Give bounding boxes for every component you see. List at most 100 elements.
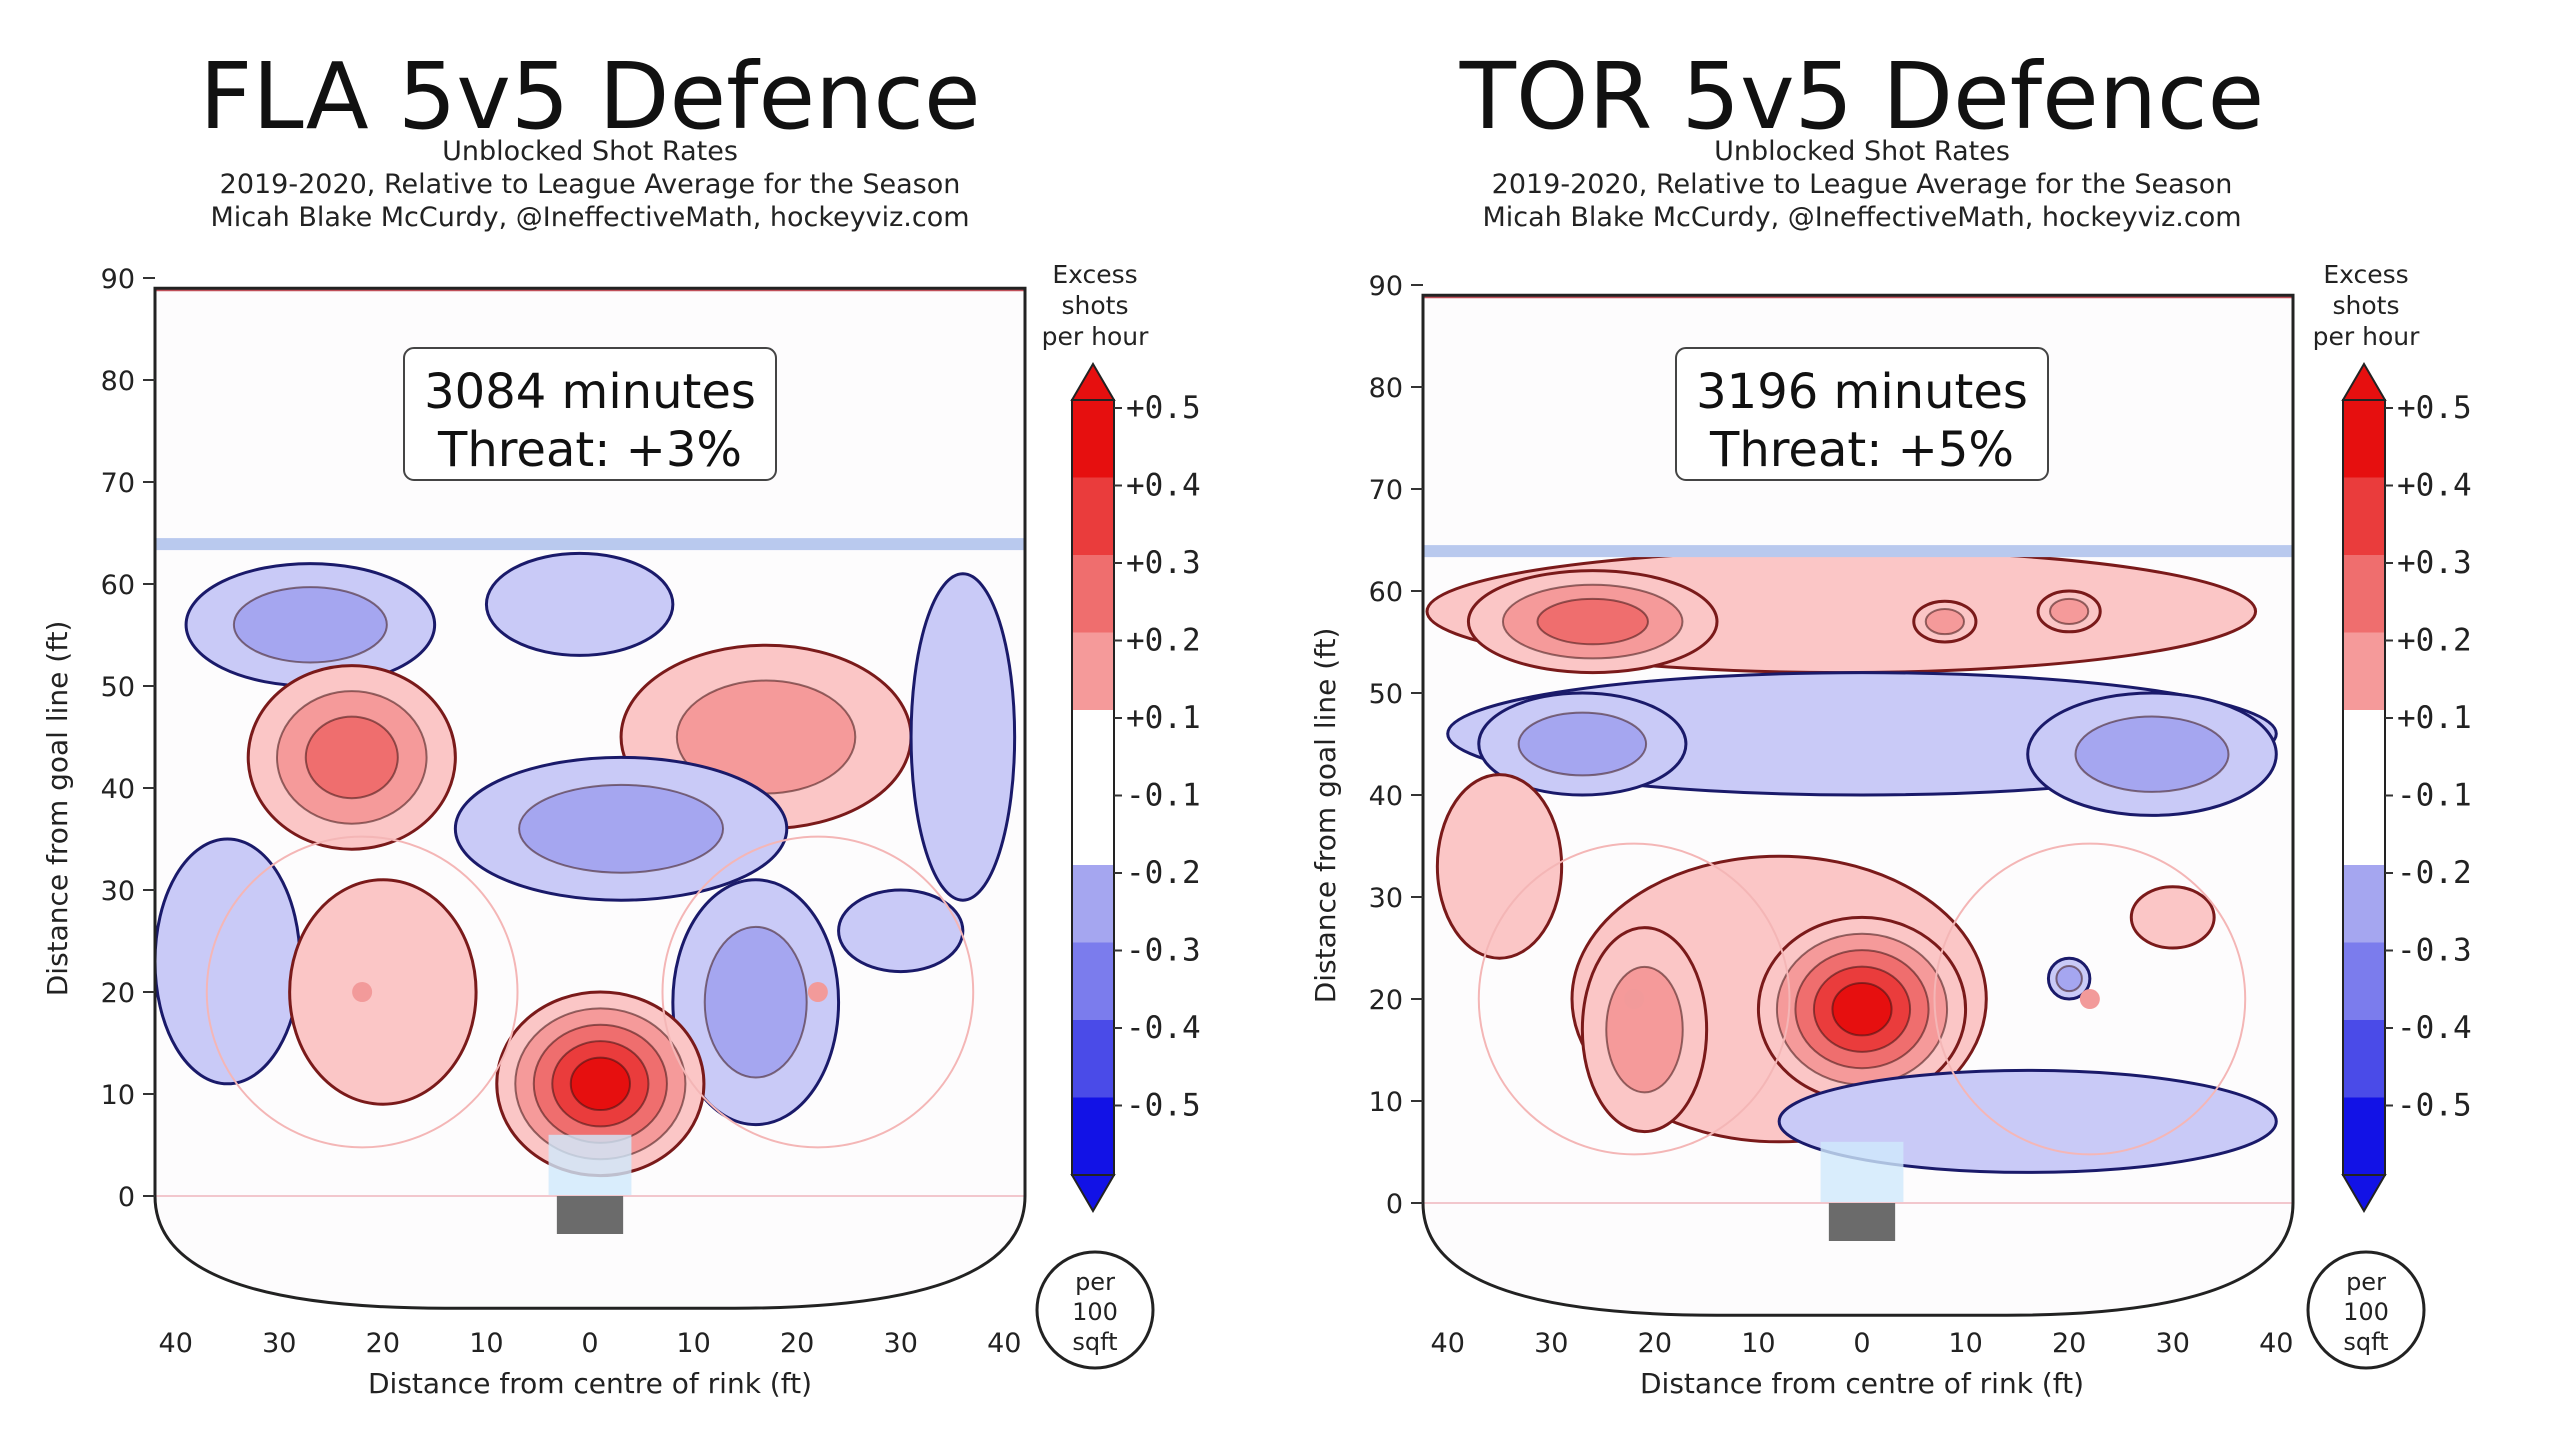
heat-contour [837, 888, 965, 974]
colorbar-segment [1072, 555, 1114, 633]
y-axis-label: Distance from goal line (ft) [41, 621, 74, 997]
colorbar-tick-label: -0.5 [2397, 1088, 2472, 1124]
colorbar-frame [1071, 399, 1115, 1176]
colorbar-tick-label: -0.5 [1126, 1088, 1201, 1124]
x-tick-label: 20 [2052, 1328, 2086, 1359]
x-tick-label: 20 [1638, 1328, 1672, 1359]
x-tick-label: 0 [581, 1328, 598, 1359]
x-tick-label: 10 [1741, 1328, 1775, 1359]
annotation-threat: Threat: +3% [437, 422, 742, 478]
x-tick-label: 30 [884, 1328, 918, 1359]
x-tick-label: 10 [1948, 1328, 1982, 1359]
faceoff-dot [807, 982, 828, 1002]
faceoff-circle [1933, 842, 2247, 1156]
colorbar-segment [1072, 710, 1114, 788]
colorbar-segment [1072, 400, 1114, 478]
heat-contour [1605, 965, 1684, 1094]
unit-label-line: 100 [2343, 1298, 2389, 1326]
y-tick-label: 0 [1386, 1189, 1403, 1220]
heat-contour [518, 783, 725, 874]
heat-contour [1517, 711, 1648, 777]
colorbar-extend-bottom [2341, 1174, 2387, 1213]
colorbar-frame [2342, 399, 2386, 1176]
goal-net [556, 1196, 624, 1234]
unit-circle [2306, 1250, 2426, 1370]
x-tick-label: 40 [159, 1328, 193, 1359]
colorbar-segment [2343, 555, 2385, 633]
colorbar-tick-label: +0.2 [1126, 623, 1201, 659]
colorbar-tick-label: +0.4 [1126, 468, 1201, 504]
y-tick-label: 60 [1369, 577, 1403, 608]
colorbar-segment [2343, 710, 2385, 788]
goal-net [1828, 1203, 1896, 1241]
y-tick-label: 70 [101, 468, 135, 499]
chart-subtitle-line: 2019-2020, Relative to League Average fo… [1492, 169, 2233, 200]
heat-contour [2129, 885, 2216, 950]
annotation-box [403, 347, 777, 481]
y-tick-label: 40 [101, 774, 135, 805]
y-tick-label: 90 [101, 264, 135, 295]
y-tick-label: 40 [1369, 781, 1403, 812]
heat-contour [569, 1056, 631, 1112]
y-tick-label: 60 [101, 570, 135, 601]
faceoff-circle [205, 835, 519, 1149]
colorbar-tick-label: -0.4 [2397, 1010, 2472, 1046]
colorbar-label-line: Excess [1052, 260, 1137, 289]
rink-boards [153, 286, 1027, 1310]
unit-circle [1035, 1250, 1155, 1370]
colorbar-segment [1072, 942, 1114, 1021]
faceoff-circle [661, 835, 975, 1149]
colorbar-segment [1072, 477, 1114, 556]
colorbar-tick-label: -0.4 [1126, 1010, 1201, 1046]
y-tick-label: 70 [1369, 475, 1403, 506]
x-tick-label: 40 [987, 1328, 1021, 1359]
chart-subtitle-line: 2019-2020, Relative to League Average fo… [220, 169, 961, 200]
colorbar-tick-label: +0.3 [2397, 545, 2472, 581]
heat-contour [1435, 773, 1564, 960]
x-tick-label: 40 [2259, 1328, 2293, 1359]
colorbar-extend-bottom [1070, 1174, 1116, 1213]
colorbar-tick-label: -0.2 [2397, 855, 2472, 891]
heat-contour [304, 715, 399, 800]
colorbar-tick-label: -0.3 [2397, 933, 2472, 969]
colorbar-segment [2343, 477, 2385, 556]
heat-contour [155, 837, 302, 1086]
goal-crease [1820, 1141, 1904, 1203]
chart-subtitle-line: Unblocked Shot Rates [442, 136, 738, 167]
colorbar-tick-label: +0.4 [2397, 468, 2472, 504]
colorbar-tick-label: +0.2 [2397, 623, 2472, 659]
colorbar-label-line: Excess [2323, 260, 2408, 289]
colorbar-extend-top [1070, 362, 1116, 401]
colorbar-tick-label: +0.3 [1126, 545, 1201, 581]
colorbar-label-line: per hour [1042, 322, 1149, 351]
colorbar-tick-label: -0.3 [1126, 933, 1201, 969]
x-tick-label: 10 [676, 1328, 710, 1359]
y-tick-label: 50 [101, 672, 135, 703]
colorbar-segment [2343, 400, 2385, 478]
heat-contour [2049, 597, 2090, 625]
x-axis-label: Distance from centre of rink (ft) [368, 1367, 812, 1400]
colorbar-tick-label: -0.1 [2397, 778, 2472, 814]
heat-contour [2055, 965, 2083, 993]
y-tick-label: 50 [1369, 679, 1403, 710]
heatmap-layer [1425, 548, 2278, 1203]
heat-contour [1536, 597, 1649, 646]
x-tick-label: 40 [1431, 1328, 1465, 1359]
unit-label-line: per [1075, 1268, 1115, 1296]
y-tick-label: 30 [101, 876, 135, 907]
goal-crease [548, 1134, 632, 1196]
unit-label-line: sqft [1072, 1328, 1117, 1356]
colorbar-tick-label: -0.1 [1126, 778, 1201, 814]
y-tick-label: 90 [1369, 271, 1403, 302]
heat-contour [703, 925, 808, 1079]
colorbar-segment [2343, 1020, 2385, 1098]
x-tick-label: 20 [780, 1328, 814, 1359]
y-tick-label: 20 [1369, 985, 1403, 1016]
colorbar-segment [2343, 942, 2385, 1021]
colorbar-segment [2343, 1097, 2385, 1176]
chart-subtitle-line: Unblocked Shot Rates [1714, 136, 2010, 167]
y-tick-label: 20 [101, 978, 135, 1009]
